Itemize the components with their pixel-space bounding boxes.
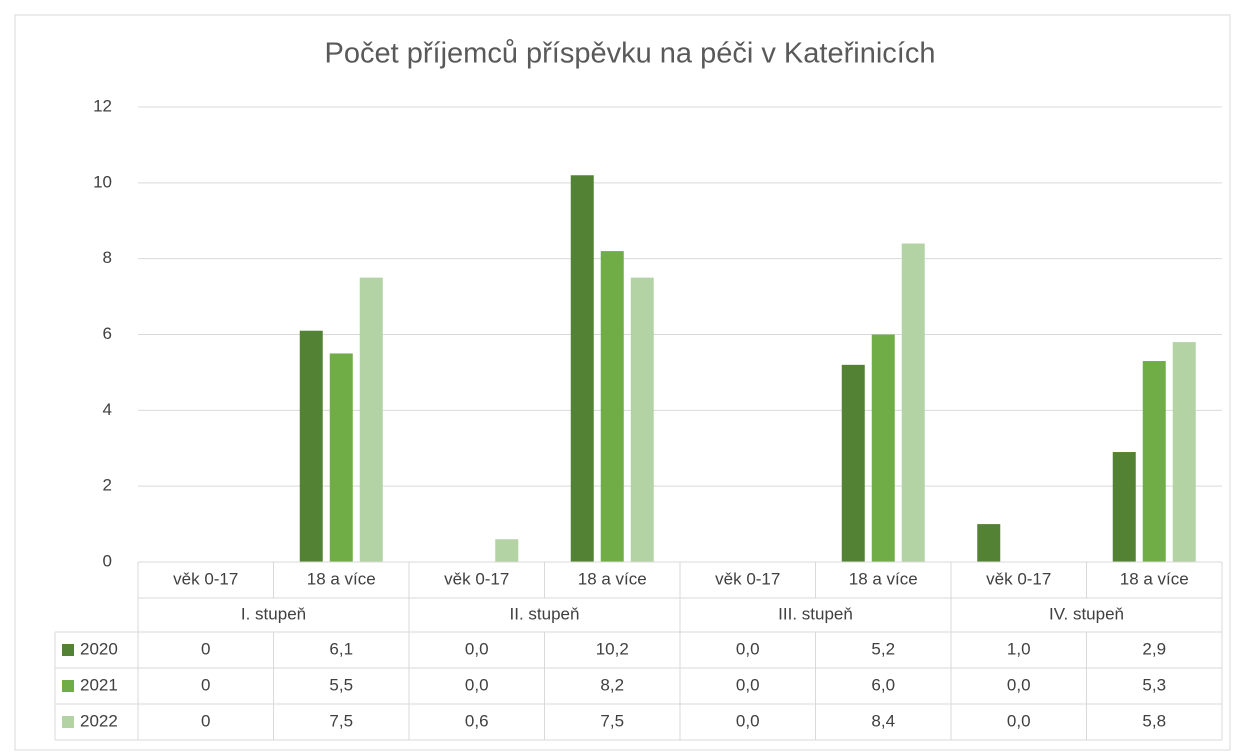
group-label: III. stupeň	[778, 604, 853, 623]
y-tick-label: 4	[103, 400, 112, 419]
y-tick-label: 6	[103, 324, 112, 343]
table-cell: 0,0	[1007, 711, 1031, 730]
x-tick-label: 18 a více	[578, 569, 647, 588]
table-cell: 5,3	[1142, 675, 1166, 694]
table-cell: 5,5	[329, 675, 353, 694]
bar	[977, 524, 1001, 562]
legend-key	[62, 644, 74, 656]
bar	[299, 330, 323, 562]
legend-label: 2022	[80, 711, 118, 730]
table-cell: 0,0	[465, 675, 489, 694]
x-tick-label: 18 a více	[1120, 569, 1189, 588]
y-tick-label: 8	[103, 248, 112, 267]
group-label: I. stupeň	[241, 604, 306, 623]
bar	[495, 539, 519, 562]
table-cell: 0	[201, 711, 210, 730]
table-cell: 0,0	[465, 639, 489, 658]
x-tick-label: věk 0-17	[173, 569, 238, 588]
chart-title: Počet příjemců příspěvku na péči v Kateř…	[325, 38, 936, 70]
table-cell: 0,0	[736, 711, 760, 730]
bar	[630, 277, 654, 562]
bar	[329, 353, 353, 562]
y-tick-label: 12	[93, 96, 112, 115]
table-cell: 2,9	[1142, 639, 1166, 658]
x-tick-label: 18 a více	[849, 569, 918, 588]
table-cell: 0,0	[1007, 675, 1031, 694]
bar	[1142, 361, 1166, 562]
bar	[1172, 342, 1196, 562]
x-tick-label: věk 0-17	[444, 569, 509, 588]
table-cell: 8,4	[871, 711, 895, 730]
bar	[1112, 452, 1136, 562]
legend-key	[62, 680, 74, 692]
bar	[359, 277, 383, 562]
legend-key	[62, 716, 74, 728]
table-cell: 0,6	[465, 711, 489, 730]
table-cell: 5,8	[1142, 711, 1166, 730]
table-cell: 7,5	[600, 711, 624, 730]
table-cell: 0	[201, 675, 210, 694]
group-label: IV. stupeň	[1049, 604, 1124, 623]
legend-label: 2020	[80, 639, 118, 658]
table-cell: 0,0	[736, 675, 760, 694]
y-tick-label: 2	[103, 476, 112, 495]
bar	[570, 175, 594, 562]
table-cell: 8,2	[600, 675, 624, 694]
x-tick-label: 18 a více	[307, 569, 376, 588]
x-tick-label: věk 0-17	[986, 569, 1051, 588]
bar	[600, 251, 624, 563]
table-cell: 0	[201, 639, 210, 658]
table-cell: 5,2	[871, 639, 895, 658]
table-cell: 1,0	[1007, 639, 1031, 658]
bar	[871, 334, 895, 562]
bar	[901, 243, 925, 562]
bar	[841, 364, 865, 562]
table-cell: 0,0	[736, 639, 760, 658]
table-cell: 6,1	[329, 639, 353, 658]
x-tick-label: věk 0-17	[715, 569, 780, 588]
group-label: II. stupeň	[510, 604, 580, 623]
table-cell: 10,2	[596, 639, 629, 658]
y-tick-label: 0	[103, 551, 112, 570]
legend-label: 2021	[80, 675, 118, 694]
table-cell: 6,0	[871, 675, 895, 694]
y-tick-label: 10	[93, 172, 112, 191]
table-cell: 7,5	[329, 711, 353, 730]
